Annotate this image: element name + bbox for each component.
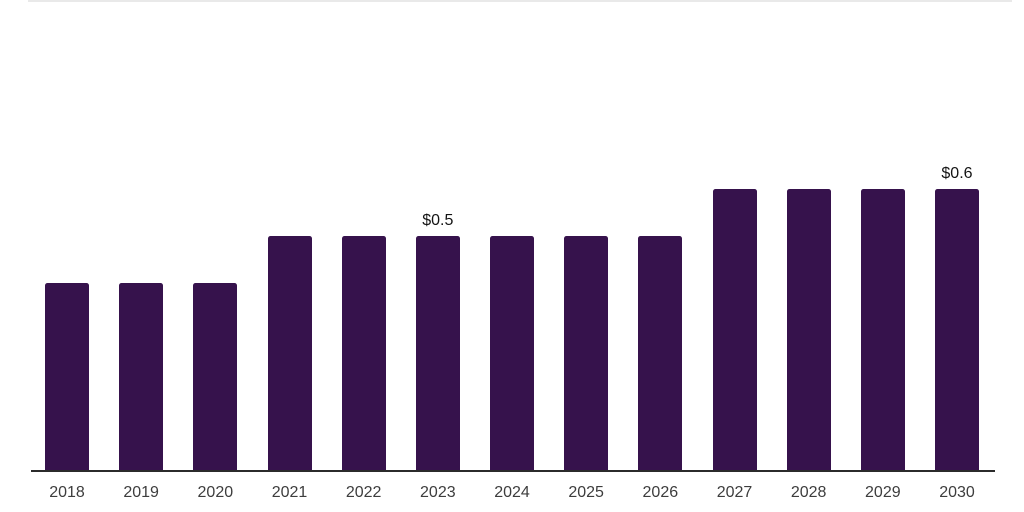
bar-2021 bbox=[267, 235, 312, 470]
bar-2030 bbox=[935, 188, 979, 470]
bar-2023 bbox=[415, 235, 460, 470]
x-tick-label-2019: 2019 bbox=[123, 484, 159, 501]
x-tick-label-2024: 2024 bbox=[494, 484, 530, 501]
bar-2022 bbox=[341, 235, 386, 470]
x-tick-label-2026: 2026 bbox=[642, 484, 679, 501]
bar-2018 bbox=[45, 282, 89, 470]
bar-2026 bbox=[638, 235, 683, 470]
bar-2019 bbox=[119, 282, 164, 470]
value-label-2023: $0.5 bbox=[422, 211, 454, 229]
x-tick-label-2023: 2023 bbox=[420, 484, 456, 501]
bar-2027 bbox=[712, 188, 757, 470]
x-tick-label-2030: 2030 bbox=[939, 484, 975, 501]
x-tick-label-2018: 2018 bbox=[49, 484, 85, 501]
bar-2028 bbox=[786, 188, 831, 470]
x-tick-label-2028: 2028 bbox=[790, 484, 827, 501]
bar-2024 bbox=[490, 235, 534, 470]
x-tick-label-2027: 2027 bbox=[716, 484, 753, 501]
x-tick-label-2025: 2025 bbox=[568, 484, 604, 501]
value-label-2030: $0.6 bbox=[941, 164, 973, 182]
x-axis-line bbox=[31, 470, 995, 472]
top-divider-line bbox=[28, 0, 1012, 2]
bar-2025 bbox=[564, 235, 609, 470]
bar-2020 bbox=[193, 282, 238, 470]
x-tick-label-2029: 2029 bbox=[865, 484, 901, 501]
bar-2029 bbox=[860, 188, 905, 470]
x-tick-label-2020: 2020 bbox=[197, 484, 234, 501]
x-tick-label-2022: 2022 bbox=[345, 484, 382, 501]
x-tick-label-2021: 2021 bbox=[271, 484, 308, 501]
